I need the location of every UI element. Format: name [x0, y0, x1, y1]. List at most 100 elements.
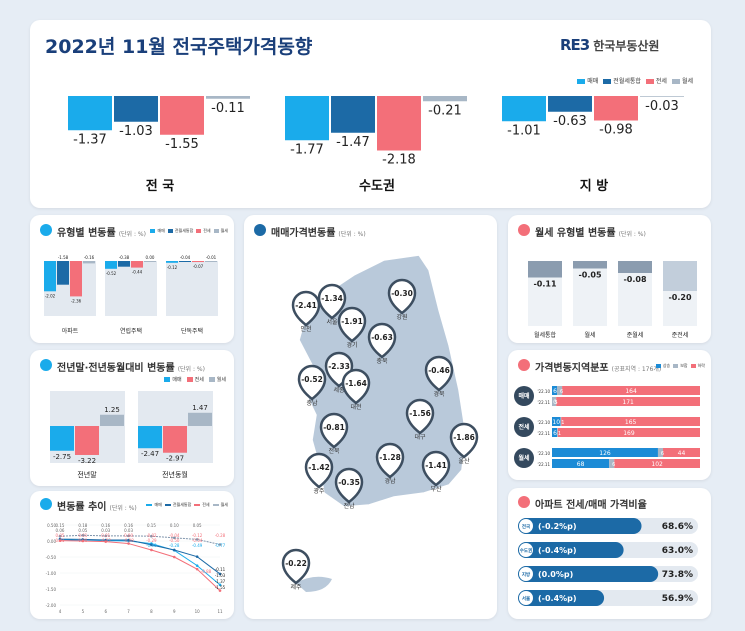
bar-3	[423, 96, 467, 102]
marker-pin	[291, 290, 321, 327]
marker-pin	[341, 368, 371, 405]
logo: RE3 한국부동산원	[560, 36, 659, 54]
ratio-value: 68.6%	[662, 522, 693, 532]
data-label: -0.12	[192, 533, 203, 538]
down-value: 44	[678, 450, 686, 457]
region-marker: -1.41 부산	[421, 450, 451, 493]
region-label: 수도권	[520, 547, 532, 554]
bar-category-label: 준월세	[627, 331, 644, 339]
ratio-value: 63.0%	[662, 546, 693, 556]
bar-1	[57, 261, 69, 285]
point-1	[150, 543, 153, 547]
region-value: -0.30	[391, 289, 413, 298]
region-name: 경북	[433, 391, 445, 398]
region-value: -1.64	[345, 379, 367, 388]
region-name: 충남	[306, 399, 318, 407]
marker-pin	[405, 398, 435, 435]
region-name: 부산	[430, 485, 442, 493]
month-label: '22.10	[537, 389, 550, 394]
chart-icon	[518, 224, 530, 236]
bar-value-label: -0.04	[180, 255, 191, 260]
point-2	[195, 567, 199, 571]
region-name: 강원	[396, 313, 407, 321]
region-label: 지방	[522, 571, 531, 578]
bar-2	[594, 96, 638, 121]
bar-value-label: -0.11	[533, 280, 556, 289]
ratio-title: 아파트 전세/매매 가격비율	[535, 500, 647, 511]
bar-flat	[552, 397, 557, 406]
data-label: -0.77	[215, 543, 226, 548]
region-name: 광주	[313, 488, 325, 495]
group-badge	[514, 386, 534, 406]
series-line-2	[59, 540, 221, 591]
bar	[573, 261, 607, 269]
region-circle	[519, 519, 533, 533]
group-label: 전세	[518, 423, 530, 431]
bar-down	[562, 386, 700, 395]
logo-mark: RE3	[560, 36, 590, 54]
data-label: -1.55	[215, 585, 226, 590]
bar	[518, 566, 659, 582]
marker-pin	[421, 450, 451, 487]
region-name: 서울	[326, 318, 338, 326]
bar-value-label: -0.11	[211, 101, 245, 116]
region-marker: -1.86 울산	[449, 422, 479, 465]
region-value: -0.81	[323, 423, 345, 432]
data-label: 0.05	[193, 523, 202, 528]
x-tick-label: 10	[195, 609, 201, 614]
type-card: 유형별 변동률 (단위 : %) 매매 전월세통합 전세 월세 -2.02 -1.5…	[30, 215, 234, 343]
bar-down	[556, 397, 700, 406]
region-marker: -1.42 광주	[304, 452, 334, 495]
bar	[528, 261, 562, 278]
bar-value-label: -1.58	[58, 255, 69, 260]
data-label: 0.00	[124, 533, 133, 538]
trend-line-chart: 0.50 0.00 -0.50 -1.00 -1.50 -2.004 5 6 7 8 9 10 11 0.…	[46, 523, 226, 614]
flat-value: 5	[555, 400, 558, 406]
region-marker: -1.64 대전	[341, 368, 371, 411]
data-label: -0.28	[215, 533, 226, 538]
bar-2	[131, 261, 143, 268]
data-label: -1.37	[215, 579, 226, 584]
chart-icon	[40, 359, 52, 371]
bar-up	[552, 417, 561, 426]
x-tick-label: 6	[104, 609, 107, 614]
region-name: 경기	[346, 341, 357, 349]
region-circle	[519, 543, 533, 557]
month-label: '22.10	[537, 420, 550, 425]
region-marker: -2.41 인천	[291, 290, 321, 333]
korea-map: -2.41 인천 -1.34 서울 -1.91 경기 -0.30 강원 -0.63 충북 -2.33…	[281, 254, 479, 592]
flat-value: 6	[612, 462, 615, 468]
data-label: -0.11	[215, 567, 226, 572]
data-label: 0.01	[101, 533, 110, 538]
bar-value-label: -1.37	[73, 132, 107, 147]
data-label: -0.28	[169, 543, 180, 548]
down-value: 102	[651, 461, 663, 468]
data-label: 0.00	[78, 538, 87, 543]
bar-down	[614, 459, 700, 468]
marker-pin	[319, 412, 349, 449]
bar-value-label: -0.16	[84, 255, 95, 260]
top-legend: 매매 전월세통합 전세 월세	[577, 76, 693, 85]
ratio-value: 56.9%	[662, 594, 693, 604]
down-value: 171	[622, 399, 634, 406]
trend-legend: 매매 전월세통합 전세 월세	[146, 502, 228, 508]
bar-value-label: -0.20	[668, 293, 691, 302]
bar-0	[138, 426, 162, 449]
region-marker: -1.28 경남	[375, 442, 405, 485]
chart-icon	[518, 496, 530, 508]
point-2	[172, 555, 176, 559]
point-2	[127, 542, 130, 545]
bar	[518, 542, 624, 558]
bar-0	[105, 261, 117, 269]
yoy-card: 전년말·전년동월대비 변동률 (단위 : %) 매매 전세 월세 -2.75 -3.…	[30, 350, 234, 486]
dist-title: 가격변동지역분포 (공표지역 : 176개)	[535, 363, 662, 374]
y-tick-label: -1.50	[46, 587, 57, 592]
group-label: 단독주택	[181, 327, 203, 335]
region-marker: -0.81 전북	[319, 412, 349, 455]
region-marker: -0.22 제주	[281, 548, 311, 591]
region-name: 전북	[328, 447, 340, 455]
top-card: 2022년 11월 전국주택가격동향 RE3 한국부동산원 매매 전월세통합 전…	[30, 20, 711, 208]
marker-pin	[317, 283, 347, 320]
region-name: 충북	[376, 357, 388, 365]
bar-3	[144, 261, 156, 262]
